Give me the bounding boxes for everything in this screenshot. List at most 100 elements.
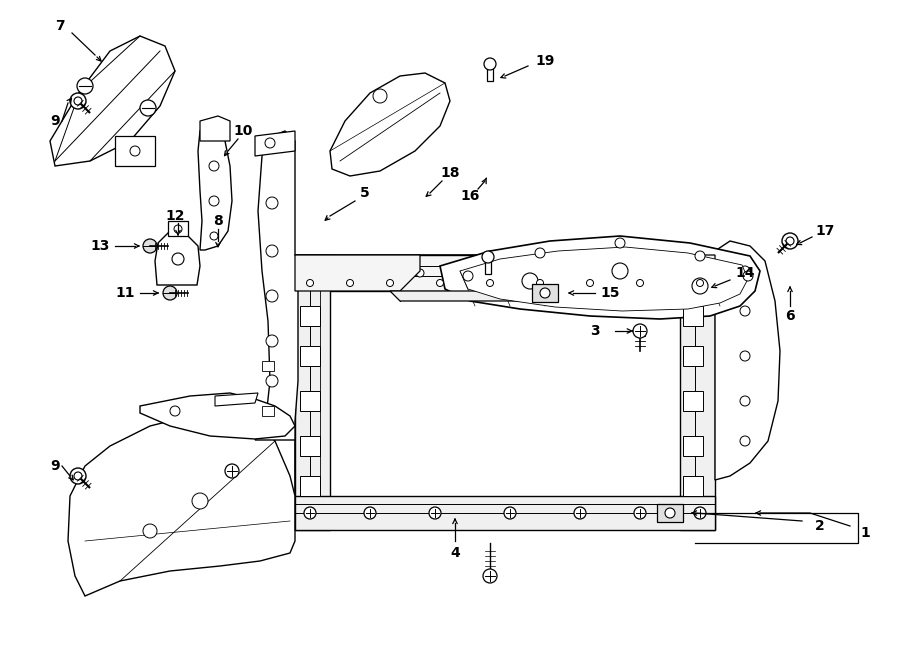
Bar: [485, 260, 491, 274]
Bar: [300, 476, 320, 496]
Circle shape: [170, 406, 180, 416]
Text: 15: 15: [600, 286, 620, 300]
Circle shape: [265, 138, 275, 148]
Circle shape: [482, 251, 494, 263]
Circle shape: [504, 507, 516, 519]
Polygon shape: [440, 236, 760, 319]
Circle shape: [463, 271, 473, 281]
Circle shape: [163, 286, 177, 300]
Circle shape: [304, 507, 316, 519]
Text: 8: 8: [213, 214, 223, 228]
Circle shape: [70, 468, 86, 484]
Circle shape: [740, 306, 750, 316]
Circle shape: [225, 464, 239, 478]
Text: 2: 2: [815, 519, 825, 533]
Polygon shape: [155, 233, 200, 285]
Circle shape: [740, 396, 750, 406]
Polygon shape: [255, 131, 295, 156]
Circle shape: [364, 507, 376, 519]
Circle shape: [143, 239, 157, 253]
Text: 7: 7: [55, 19, 65, 33]
Polygon shape: [68, 413, 295, 596]
Circle shape: [695, 251, 705, 261]
Polygon shape: [680, 255, 715, 530]
Circle shape: [516, 269, 524, 277]
Circle shape: [466, 269, 474, 277]
Text: 11: 11: [115, 286, 135, 300]
Polygon shape: [295, 255, 330, 530]
Circle shape: [696, 269, 704, 277]
Text: 10: 10: [233, 124, 253, 138]
Bar: [683, 306, 703, 326]
Circle shape: [172, 253, 184, 265]
Circle shape: [633, 324, 647, 338]
Circle shape: [74, 472, 82, 480]
Polygon shape: [390, 291, 590, 301]
Polygon shape: [255, 131, 298, 440]
Circle shape: [192, 493, 208, 509]
Circle shape: [74, 97, 82, 105]
Circle shape: [307, 280, 313, 286]
Polygon shape: [295, 255, 420, 291]
Polygon shape: [295, 255, 715, 530]
Circle shape: [692, 278, 708, 294]
Circle shape: [487, 280, 493, 286]
Bar: [262, 406, 274, 416]
Text: 16: 16: [460, 189, 480, 203]
Circle shape: [536, 280, 544, 286]
Circle shape: [740, 266, 750, 276]
Circle shape: [209, 161, 219, 171]
Polygon shape: [330, 73, 450, 176]
Polygon shape: [295, 255, 715, 291]
Circle shape: [612, 263, 628, 279]
Text: 14: 14: [735, 266, 755, 280]
Circle shape: [140, 100, 156, 116]
Circle shape: [143, 524, 157, 538]
Bar: [683, 391, 703, 411]
Circle shape: [782, 233, 798, 249]
Polygon shape: [215, 393, 258, 406]
Text: 9: 9: [50, 114, 59, 128]
Bar: [300, 391, 320, 411]
Circle shape: [634, 507, 646, 519]
Circle shape: [209, 196, 219, 206]
Text: 19: 19: [536, 54, 554, 68]
Circle shape: [373, 89, 387, 103]
Circle shape: [740, 436, 750, 446]
Text: 12: 12: [166, 209, 184, 223]
Polygon shape: [198, 123, 232, 250]
Circle shape: [371, 269, 379, 277]
Circle shape: [697, 280, 704, 286]
Text: 4: 4: [450, 546, 460, 560]
Circle shape: [429, 507, 441, 519]
Text: 3: 3: [590, 324, 599, 338]
Circle shape: [522, 273, 538, 289]
Circle shape: [326, 269, 334, 277]
Circle shape: [346, 280, 354, 286]
Circle shape: [70, 93, 86, 109]
Circle shape: [77, 78, 93, 94]
Text: 9: 9: [50, 459, 59, 473]
Circle shape: [266, 197, 278, 209]
Bar: [300, 306, 320, 326]
Bar: [262, 361, 274, 371]
Circle shape: [566, 269, 574, 277]
Circle shape: [786, 237, 794, 245]
Bar: [683, 436, 703, 456]
Circle shape: [656, 269, 664, 277]
Circle shape: [606, 269, 614, 277]
Circle shape: [540, 288, 550, 298]
Bar: [300, 436, 320, 456]
Bar: [532, 284, 558, 302]
Circle shape: [210, 232, 218, 240]
Circle shape: [636, 280, 644, 286]
Circle shape: [484, 58, 496, 70]
Polygon shape: [200, 116, 230, 141]
Circle shape: [665, 508, 675, 518]
Circle shape: [416, 269, 424, 277]
Circle shape: [386, 280, 393, 286]
Circle shape: [174, 225, 182, 233]
Polygon shape: [560, 255, 715, 291]
Polygon shape: [140, 393, 295, 439]
Polygon shape: [295, 496, 715, 530]
